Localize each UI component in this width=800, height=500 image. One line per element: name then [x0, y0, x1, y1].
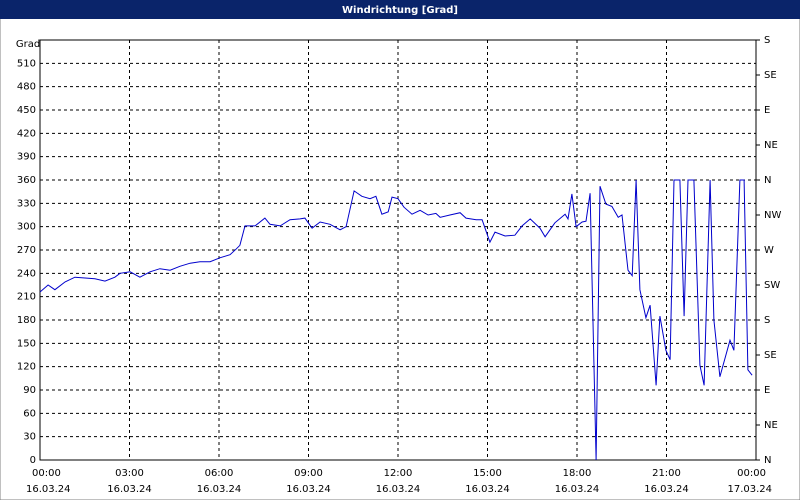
y-tick-label: 210: [17, 292, 36, 303]
title-bar: [0, 0, 800, 19]
y-tick-label: 420: [17, 128, 36, 139]
y-tick-label: 390: [17, 152, 36, 163]
x-tick-label: 03:00: [115, 468, 144, 479]
y-axis-label: Grad: [16, 39, 40, 50]
x-tick-date: 16.03.24: [465, 484, 510, 495]
y-tick-label: 30: [23, 432, 36, 443]
y2-tick-label: SE: [764, 70, 777, 81]
x-tick-label: 00:00: [32, 468, 61, 479]
x-tick-date: 16.03.24: [286, 484, 331, 495]
y2-tick-label: S: [764, 35, 770, 46]
y-tick-label: 150: [17, 338, 36, 349]
x-tick-date: 16.03.24: [107, 484, 152, 495]
x-tick-label: 12:00: [384, 468, 413, 479]
y-tick-label: 180: [17, 315, 36, 326]
x-tick-date: 16.03.24: [197, 484, 242, 495]
y-tick-label: 60: [23, 408, 36, 419]
y2-tick-label: E: [764, 385, 770, 396]
chart-title: Windrichtung [Grad]: [342, 5, 458, 16]
x-tick-date: 16.03.24: [644, 484, 689, 495]
y2-tick-label: S: [764, 315, 770, 326]
y-tick-label: 90: [23, 385, 36, 396]
x-tick-label: 21:00: [652, 468, 681, 479]
y-tick-label: 510: [17, 58, 36, 69]
y-tick-label: 330: [17, 198, 36, 209]
y-tick-label: 450: [17, 105, 36, 116]
y-tick-label: 240: [17, 268, 36, 279]
y2-tick-label: NE: [764, 140, 778, 151]
y2-tick-label: W: [764, 245, 774, 256]
y2-tick-label: SW: [764, 280, 780, 291]
x-tick-date: 17.03.24: [727, 484, 772, 495]
x-tick-label: 00:00: [737, 468, 766, 479]
y-tick-label: 360: [17, 175, 36, 186]
x-tick-label: 15:00: [473, 468, 502, 479]
y2-tick-label: N: [764, 455, 771, 466]
y2-tick-label: N: [764, 175, 771, 186]
y2-tick-label: E: [764, 105, 770, 116]
x-tick-date: 16.03.24: [555, 484, 600, 495]
x-tick-label: 09:00: [294, 468, 323, 479]
y-tick-label: 270: [17, 245, 36, 256]
data-line: [39, 179, 753, 461]
x-tick-label: 18:00: [563, 468, 592, 479]
y-tick-label: 120: [17, 362, 36, 373]
y2-tick-label: SE: [764, 350, 777, 361]
y-tick-label: 480: [17, 82, 36, 93]
y-tick-label: 0: [30, 455, 36, 466]
x-tick-date: 16.03.24: [376, 484, 421, 495]
y2-tick-label: NW: [764, 210, 781, 221]
x-tick-label: 06:00: [205, 468, 234, 479]
x-tick-date: 16.03.24: [26, 484, 71, 495]
y-tick-label: 300: [17, 222, 36, 233]
y2-tick-label: NE: [764, 420, 778, 431]
